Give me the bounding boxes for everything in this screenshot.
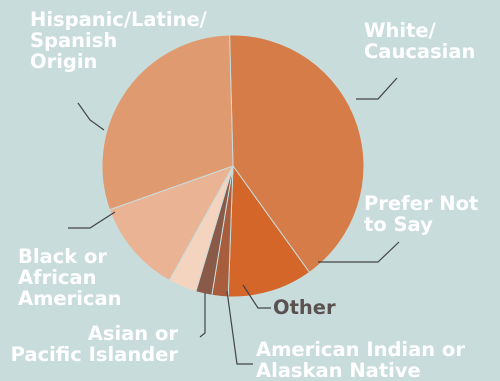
leader-line-american-indian-or-alaskan-native xyxy=(226,290,253,365)
pie-slice-black-or-african-american xyxy=(108,165,235,282)
pie-slice-prefer-not-to-say xyxy=(227,164,311,298)
slice-labels: White/Caucasian Prefer Not to Say Other Amer… xyxy=(11,8,479,381)
slice-label-prefer-not-to-say: Prefer Not to Say xyxy=(364,192,478,236)
leader-lines xyxy=(68,77,400,365)
leader-line-white-caucasian xyxy=(356,77,398,100)
slice-label-black-or-african-american: Black or African American xyxy=(18,245,122,310)
leader-line-other xyxy=(242,284,271,309)
leader-line-black-or-african-american xyxy=(68,211,116,229)
leader-line-hispanic-latine-spanish-origin xyxy=(77,102,105,131)
pie-slices xyxy=(101,34,365,298)
pie-slice-white-caucasian xyxy=(229,34,365,274)
leader-line-asian-or-pacific-islander xyxy=(199,293,206,338)
slice-label-hispanic-latine-spanish-origin: Hispanic/Latine/Spanish Origin xyxy=(30,8,208,73)
pie-slice-hispanic-latine-spanish-origin xyxy=(101,34,234,211)
slice-label-asian-or-pacific-islander: Asian or Pacific Islander xyxy=(11,322,179,366)
slice-label-other: Other xyxy=(273,296,336,319)
slice-label-american-indian-or-alaskan-native: American Indian or Alaskan Native xyxy=(256,338,465,381)
slice-label-white-caucasian: White/Caucasian xyxy=(364,19,475,63)
leader-line-prefer-not-to-say xyxy=(318,241,400,263)
